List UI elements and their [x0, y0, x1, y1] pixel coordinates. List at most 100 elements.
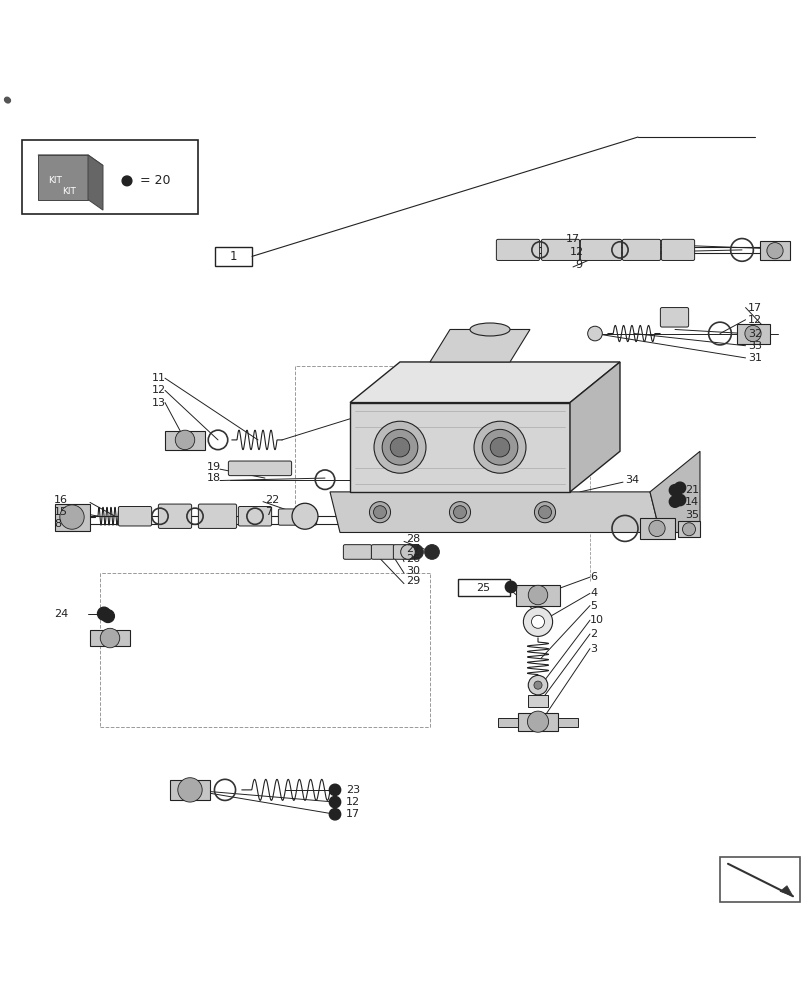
Text: 10: 10 [590, 615, 603, 625]
Circle shape [531, 615, 544, 628]
Text: 8: 8 [54, 519, 61, 529]
Text: 1: 1 [229, 250, 237, 263]
Circle shape [668, 496, 680, 507]
Circle shape [453, 506, 466, 519]
Circle shape [538, 506, 551, 519]
Polygon shape [779, 886, 792, 896]
Text: 30: 30 [406, 566, 419, 576]
Circle shape [122, 176, 131, 186]
Circle shape [766, 243, 782, 259]
Polygon shape [350, 362, 620, 403]
Circle shape [329, 809, 341, 820]
Text: 11: 11 [152, 373, 165, 383]
Circle shape [374, 421, 426, 473]
Polygon shape [430, 329, 530, 362]
Circle shape [101, 610, 114, 623]
FancyBboxPatch shape [228, 461, 291, 476]
FancyBboxPatch shape [541, 239, 579, 260]
Polygon shape [639, 518, 674, 539]
Text: 9: 9 [574, 260, 581, 270]
Circle shape [587, 326, 602, 341]
Text: KIT: KIT [48, 176, 62, 185]
Text: 24: 24 [54, 609, 68, 619]
Text: 4: 4 [590, 588, 596, 598]
Text: 17: 17 [565, 234, 579, 244]
Circle shape [329, 796, 341, 808]
Circle shape [329, 784, 341, 796]
Circle shape [97, 607, 110, 620]
Circle shape [390, 437, 410, 457]
Polygon shape [329, 492, 659, 532]
FancyBboxPatch shape [238, 506, 272, 526]
Text: 5: 5 [590, 601, 596, 611]
Circle shape [673, 494, 684, 506]
Text: KIT: KIT [62, 187, 75, 196]
Circle shape [60, 505, 84, 529]
Circle shape [534, 681, 542, 689]
Circle shape [682, 523, 695, 536]
Text: 17: 17 [345, 809, 360, 819]
Text: 16: 16 [54, 495, 68, 505]
FancyBboxPatch shape [158, 504, 191, 528]
Text: 33: 33 [747, 341, 761, 351]
Circle shape [175, 430, 195, 450]
Bar [215, 247, 251, 266]
Text: 12: 12 [569, 247, 583, 257]
Circle shape [744, 325, 760, 342]
Text: 27: 27 [406, 544, 420, 554]
Circle shape [523, 607, 552, 636]
Text: 3: 3 [590, 644, 596, 654]
FancyBboxPatch shape [580, 239, 621, 260]
Circle shape [382, 429, 418, 465]
Text: 35: 35 [684, 510, 698, 520]
Polygon shape [759, 241, 789, 260]
Text: 6: 6 [590, 572, 596, 582]
Polygon shape [736, 324, 769, 344]
Text: 25: 25 [475, 583, 490, 593]
Circle shape [490, 437, 509, 457]
Text: 18: 18 [207, 473, 221, 483]
Circle shape [527, 711, 548, 732]
Polygon shape [677, 521, 699, 537]
Circle shape [292, 503, 318, 529]
Circle shape [178, 778, 202, 802]
Polygon shape [90, 630, 130, 646]
Polygon shape [527, 695, 547, 707]
Text: 22: 22 [264, 495, 279, 505]
Text: 34: 34 [624, 475, 638, 485]
Text: 7: 7 [264, 507, 272, 517]
Text: 12: 12 [747, 315, 762, 325]
Polygon shape [569, 362, 620, 492]
Circle shape [668, 485, 680, 496]
Circle shape [400, 545, 414, 559]
Ellipse shape [470, 323, 509, 336]
Circle shape [482, 429, 517, 465]
FancyBboxPatch shape [118, 506, 152, 526]
Text: 2: 2 [590, 629, 596, 639]
FancyBboxPatch shape [661, 239, 693, 260]
Text: 12: 12 [152, 385, 166, 395]
Text: 28: 28 [406, 534, 420, 544]
Circle shape [449, 502, 470, 523]
Text: 31: 31 [747, 353, 761, 363]
Circle shape [424, 545, 439, 559]
Polygon shape [169, 780, 210, 800]
Polygon shape [649, 451, 699, 532]
Text: 29: 29 [406, 576, 420, 586]
Text: = 20: = 20 [139, 174, 170, 187]
Text: 14: 14 [684, 497, 698, 507]
FancyBboxPatch shape [343, 545, 371, 559]
Text: 19: 19 [207, 462, 221, 472]
FancyBboxPatch shape [621, 239, 660, 260]
Text: 17: 17 [747, 303, 762, 313]
Circle shape [5, 97, 10, 102]
FancyBboxPatch shape [496, 239, 539, 260]
Bar [22, 140, 198, 214]
Polygon shape [55, 504, 90, 531]
FancyBboxPatch shape [393, 545, 414, 559]
Circle shape [528, 585, 547, 605]
Circle shape [369, 502, 390, 523]
Polygon shape [515, 585, 560, 606]
Polygon shape [557, 718, 577, 727]
Bar [457, 579, 509, 596]
